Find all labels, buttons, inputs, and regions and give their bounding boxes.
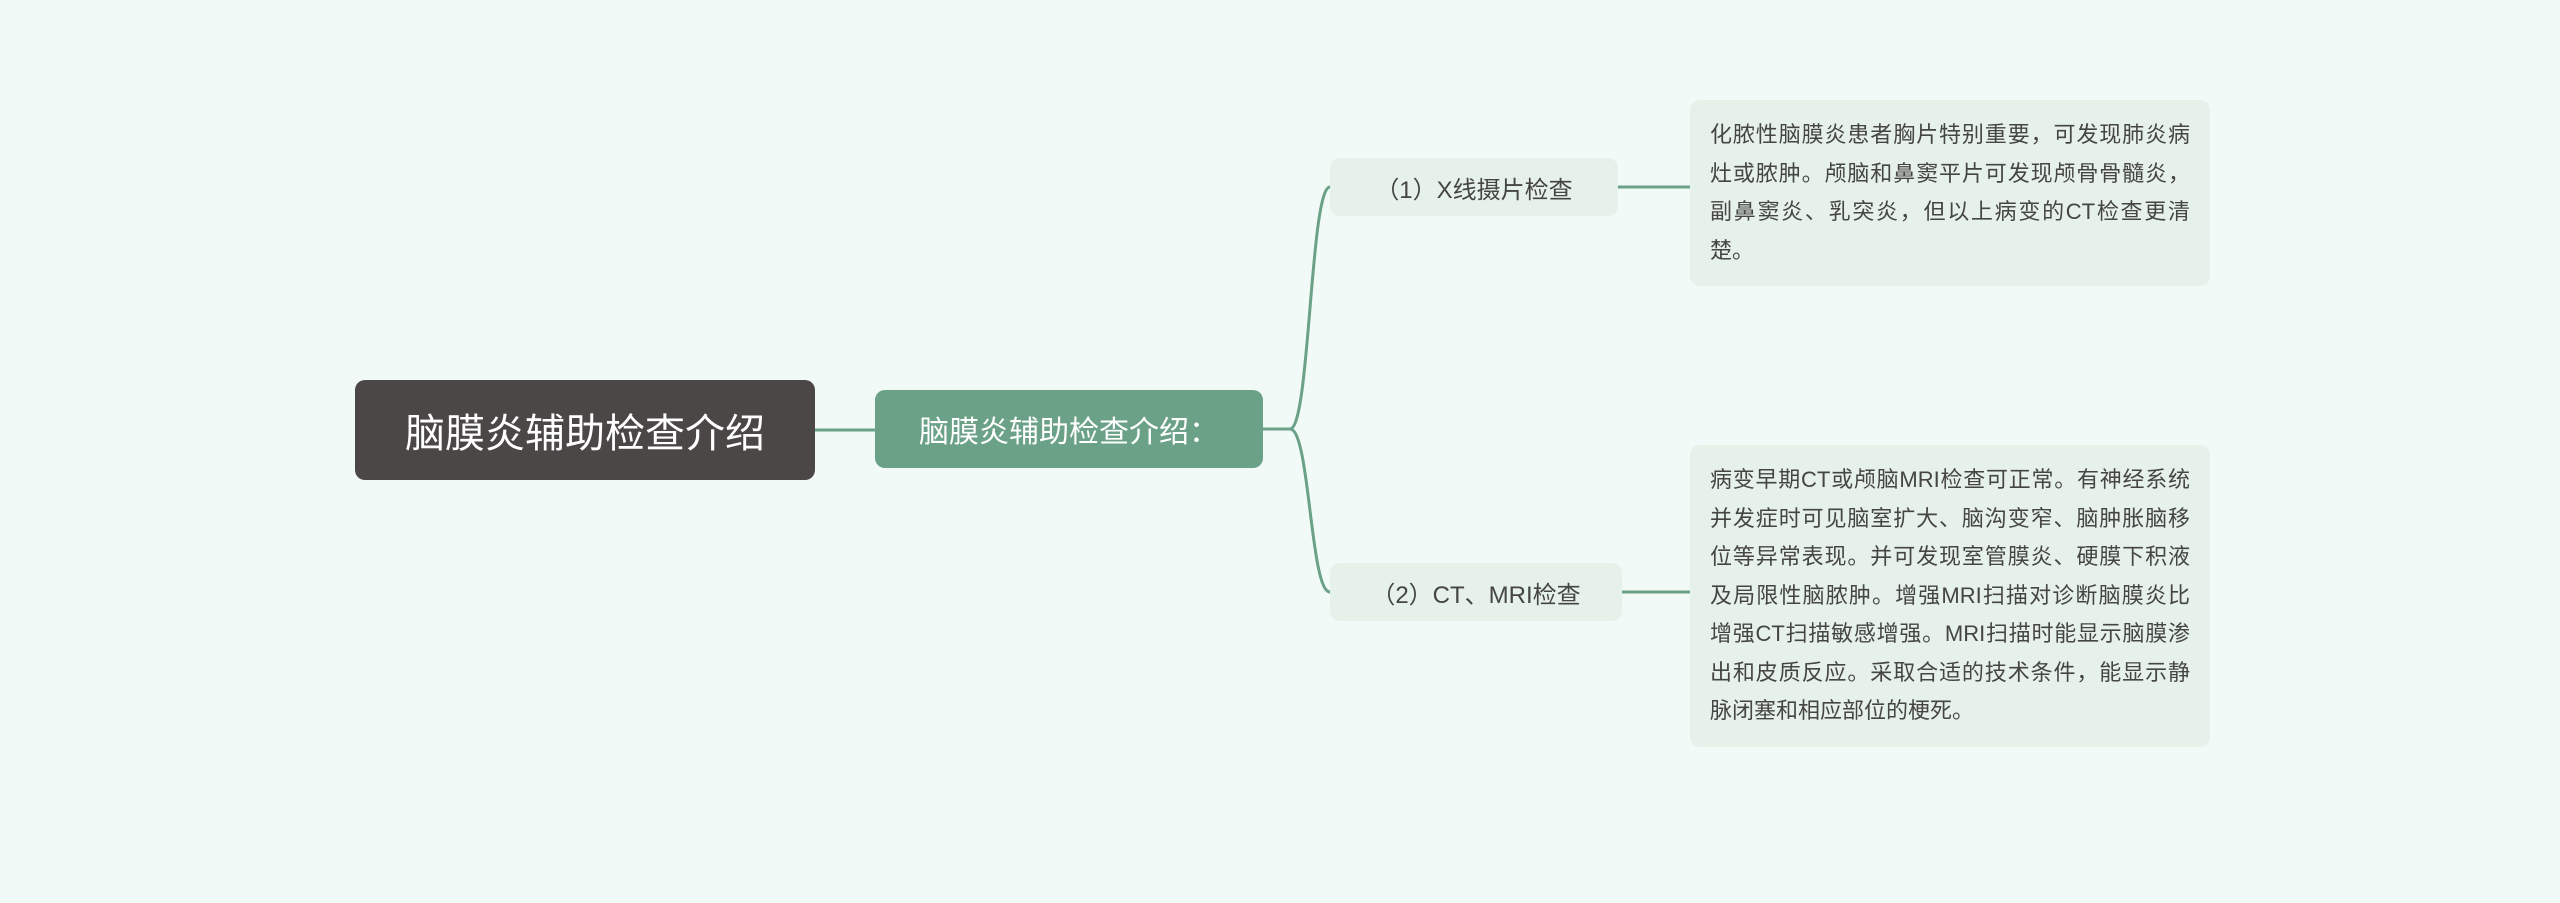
child2-node[interactable]: （2）CT、MRI检查 bbox=[1330, 563, 1622, 621]
note1-node-text: 化脓性脑膜炎患者胸片特别重要，可发现肺炎病灶或脓肿。颅脑和鼻窦平片可发现颅骨骨髓… bbox=[1710, 122, 2190, 263]
child2-node-text: （2）CT、MRI检查 bbox=[1371, 575, 1580, 610]
level1-node-text: 脑膜炎辅助检查介绍： bbox=[919, 407, 1219, 451]
connector-l1-c1 bbox=[1263, 187, 1330, 429]
root-node-text: 脑膜炎辅助检查介绍 bbox=[405, 401, 765, 459]
note2-node[interactable]: 病变早期CT或颅脑MRI检查可正常。有神经系统并发症时可见脑室扩大、脑沟变窄、脑… bbox=[1690, 445, 2210, 747]
note2-node-text: 病变早期CT或颅脑MRI检查可正常。有神经系统并发症时可见脑室扩大、脑沟变窄、脑… bbox=[1710, 467, 2190, 723]
note1-node[interactable]: 化脓性脑膜炎患者胸片特别重要，可发现肺炎病灶或脓肿。颅脑和鼻窦平片可发现颅骨骨髓… bbox=[1690, 100, 2210, 286]
root-node[interactable]: 脑膜炎辅助检查介绍 bbox=[355, 380, 815, 480]
level1-node[interactable]: 脑膜炎辅助检查介绍： bbox=[875, 390, 1263, 468]
connector-l1-c2 bbox=[1263, 429, 1330, 592]
child1-node-text: （1）X线摄片检查 bbox=[1375, 170, 1572, 205]
child1-node[interactable]: （1）X线摄片检查 bbox=[1330, 158, 1618, 216]
